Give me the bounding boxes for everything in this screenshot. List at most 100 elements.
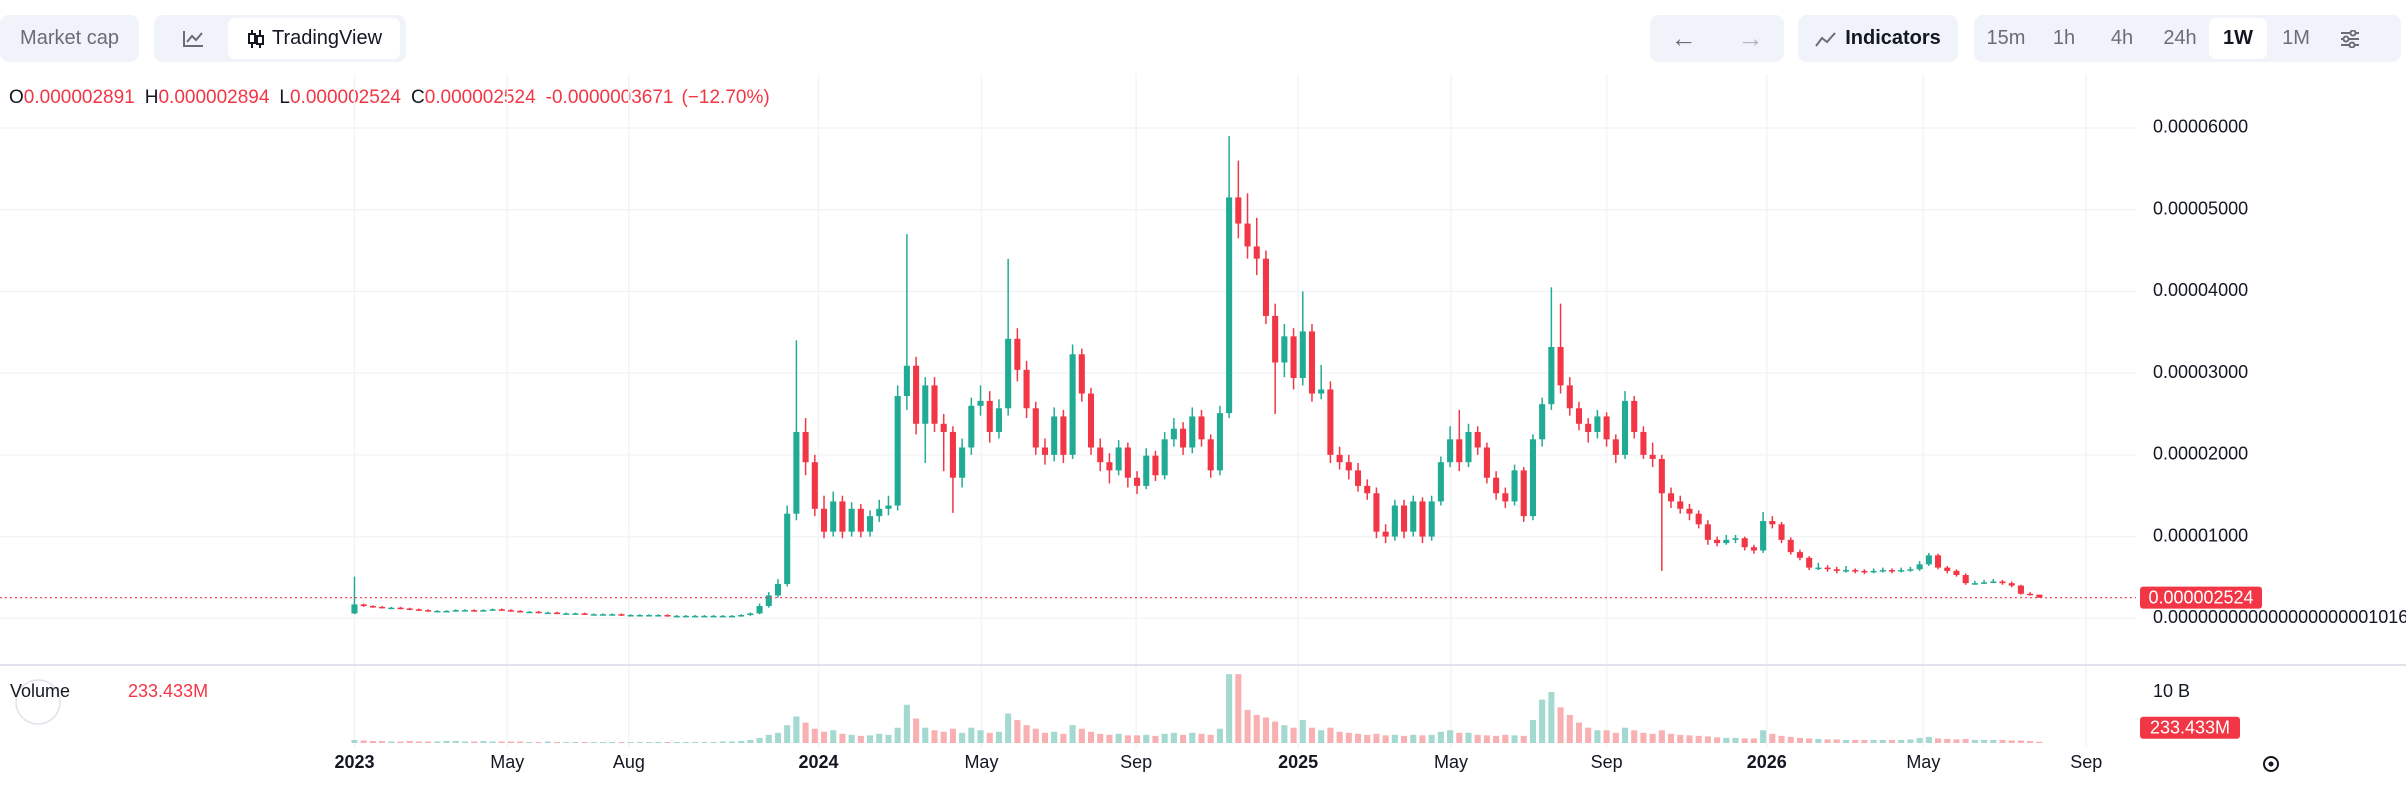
candle-body <box>867 516 874 532</box>
candle-body <box>452 610 459 612</box>
candle-body <box>609 614 616 616</box>
candle-body <box>857 508 864 532</box>
candle-body <box>977 400 984 406</box>
volume-bar <box>756 737 763 743</box>
line-chart-button[interactable] <box>158 18 228 59</box>
volume-bar <box>618 741 625 743</box>
volume-bar <box>1806 738 1813 743</box>
volume-bar <box>1594 730 1601 743</box>
candle-body <box>397 607 404 610</box>
candle-body <box>1695 513 1702 525</box>
candle-body <box>1124 447 1131 478</box>
volume-bar <box>1281 725 1288 743</box>
volume-bar <box>1990 739 1997 743</box>
last-volume-label: 233.433M <box>2150 718 2230 738</box>
interval-button[interactable]: 1W <box>2209 18 2267 59</box>
volume-bar <box>498 741 505 743</box>
volume-bar <box>968 727 975 743</box>
candle-body <box>1842 570 1850 572</box>
candle-body <box>618 614 625 616</box>
candle-body <box>2036 594 2043 598</box>
volume-bar <box>774 732 782 743</box>
volume-bar <box>682 741 689 743</box>
volume-bar <box>1907 739 1914 743</box>
volume-bar <box>526 741 533 743</box>
volume-bar <box>1106 734 1113 743</box>
x-tick-label: May <box>1906 752 1940 772</box>
candle-body <box>756 606 763 614</box>
candle-body <box>968 405 975 448</box>
volume-bar <box>940 731 947 743</box>
candle-body <box>1078 354 1085 394</box>
candle-body <box>903 365 910 397</box>
candle-body <box>489 609 496 611</box>
candle-body <box>673 615 680 618</box>
history-group: ← → <box>1650 15 1784 62</box>
indicators-button[interactable]: Indicators <box>1798 15 1958 62</box>
interval-button[interactable]: 15m <box>1986 27 2026 49</box>
x-tick-label: 2023 <box>334 752 374 772</box>
volume-bar <box>1548 692 1555 743</box>
volume-bar <box>1041 732 1049 743</box>
volume-bar <box>1189 732 1196 743</box>
volume-bar <box>784 725 791 743</box>
volume-bar <box>590 741 597 743</box>
candle-body <box>922 385 929 424</box>
volume-bar <box>1051 731 1058 743</box>
candle-body <box>1981 582 1988 584</box>
interval-group: 15m 1h 4h 24h 1W 1M <box>1974 15 2401 62</box>
volume-bar <box>1677 734 1684 743</box>
interval-button[interactable]: 4h <box>2110 27 2134 49</box>
redo-button[interactable]: → <box>1737 23 1764 53</box>
volume-bar <box>1981 739 1988 743</box>
candle-body <box>1143 455 1150 486</box>
candle-body <box>434 610 441 613</box>
candle-body <box>1557 346 1564 386</box>
volume-bar <box>1005 713 1012 743</box>
tradingview-button[interactable]: TradingView <box>228 18 400 59</box>
candle-body <box>1511 470 1518 502</box>
candle-body <box>949 431 956 478</box>
undo-button[interactable]: ← <box>1670 23 1697 53</box>
volume-bar <box>811 728 818 743</box>
candle-body <box>406 608 413 610</box>
volume-bar <box>995 731 1002 743</box>
legend-change: -0.0000003671 <box>545 87 674 108</box>
candle-body <box>351 604 358 614</box>
candle-body <box>544 612 551 615</box>
legend-value: 0.000002524 <box>424 87 536 108</box>
candle-body <box>1539 404 1546 440</box>
market-cap-button[interactable]: Market cap <box>0 15 139 62</box>
interval-button[interactable]: 1h <box>2052 27 2076 49</box>
volume-bar <box>360 740 367 743</box>
candle-body <box>811 462 818 509</box>
volume-bar <box>1308 727 1316 743</box>
candle-body <box>1005 338 1012 409</box>
x-tick-label: 2024 <box>798 752 838 772</box>
last-price-label: 0.000002524 <box>2148 587 2253 607</box>
candle-body <box>1750 547 1757 551</box>
candle-body <box>1566 385 1573 409</box>
volume-bar <box>1419 735 1426 743</box>
candle-body <box>1180 428 1187 448</box>
candle-body <box>461 610 468 612</box>
interval-button[interactable]: 24h <box>2163 27 2197 49</box>
volume-bar <box>397 741 404 743</box>
settings-button[interactable] <box>2325 18 2375 59</box>
volume-bar <box>1014 720 1021 743</box>
volume-value: 233.433M <box>128 681 208 701</box>
volume-bar <box>1087 731 1095 743</box>
volume-bar <box>1134 735 1141 743</box>
interval-button[interactable]: 1M <box>2282 27 2310 49</box>
x-tick-label: 2026 <box>1747 752 1787 772</box>
volume-bar <box>1824 739 1831 743</box>
volume-bar <box>1714 737 1721 743</box>
volume-bar <box>747 739 754 743</box>
volume-bar <box>1750 738 1757 743</box>
candle-body <box>719 615 726 618</box>
candle-body <box>747 613 754 616</box>
candle-body <box>1769 521 1776 525</box>
candle-body <box>959 447 966 478</box>
candle-body <box>1990 581 1997 584</box>
volume-bar <box>1354 733 1362 743</box>
